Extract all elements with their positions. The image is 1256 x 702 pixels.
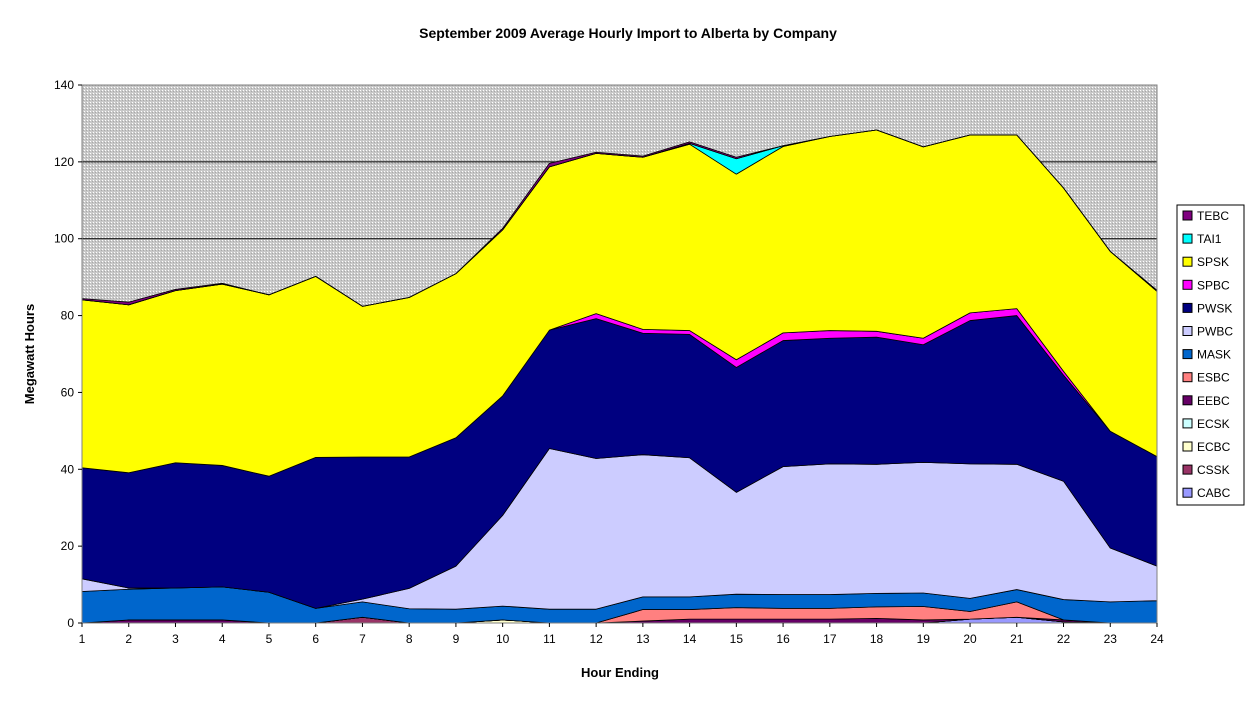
x-tick-label: 17 (823, 632, 837, 646)
legend-label-tebc: TEBC (1197, 209, 1229, 223)
legend-label-cabc: CABC (1197, 486, 1231, 500)
x-tick-label: 4 (219, 632, 226, 646)
x-tick-label: 2 (125, 632, 132, 646)
legend-swatch-tai1 (1182, 233, 1193, 244)
legend-label-esbc: ESBC (1197, 371, 1230, 385)
x-axis-label: Hour Ending (581, 665, 659, 680)
chart-title: September 2009 Average Hourly Import to … (419, 25, 837, 41)
x-tick-label: 6 (312, 632, 319, 646)
x-tick-label: 16 (776, 632, 790, 646)
legend-swatch-eebc (1182, 395, 1193, 406)
x-tick-label: 8 (406, 632, 413, 646)
y-axis-ticks: 0 20 40 60 80 100 120 140 (54, 78, 82, 630)
x-tick-label: 22 (1057, 632, 1071, 646)
legend-label-ecsk: ECSK (1197, 417, 1230, 431)
x-tick-label: 13 (636, 632, 650, 646)
legend-swatch-mask (1182, 349, 1193, 360)
legend-label-eebc: EEBC (1197, 394, 1230, 408)
x-tick-label: 5 (266, 632, 273, 646)
y-tick-label: 40 (61, 462, 75, 476)
legend-label-pwsk: PWSK (1197, 301, 1232, 315)
y-axis-label: Megawatt Hours (22, 304, 37, 404)
x-tick-label: 7 (359, 632, 366, 646)
legend-label-ecbc: ECBC (1197, 440, 1231, 454)
x-tick-label: 20 (963, 632, 977, 646)
x-tick-label: 18 (870, 632, 884, 646)
legend-swatch-ecsk (1182, 418, 1193, 429)
legend-label-cssk: CSSK (1197, 463, 1230, 477)
legend-swatch-tebc (1182, 210, 1193, 221)
x-tick-label: 15 (730, 632, 744, 646)
legend-swatch-ecbc (1182, 441, 1193, 452)
legend-label-mask: MASK (1197, 348, 1231, 362)
x-tick-label: 19 (917, 632, 931, 646)
legend-swatch-pwsk (1182, 302, 1193, 313)
y-tick-label: 120 (54, 155, 74, 169)
x-tick-label: 14 (683, 632, 697, 646)
x-tick-label: 10 (496, 632, 510, 646)
legend: TEBC TAI1 SPSK SPBC PWSK PWBC MASK ESBC EEBC ECSK… (1176, 204, 1245, 506)
x-tick-label: 9 (453, 632, 460, 646)
y-tick-label: 140 (54, 78, 74, 92)
legend-swatch-spbc (1182, 279, 1193, 290)
legend-swatch-esbc (1182, 372, 1193, 383)
y-tick-label: 80 (61, 309, 75, 323)
x-tick-label: 23 (1104, 632, 1118, 646)
x-tick-label: 1 (79, 632, 86, 646)
legend-swatch-pwbc (1182, 326, 1193, 336)
x-tick-label: 21 (1010, 632, 1024, 646)
legend-swatch-spsk (1182, 256, 1193, 267)
legend-label-spbc: SPBC (1197, 278, 1230, 292)
y-tick-label: 0 (67, 616, 74, 630)
x-tick-label: 12 (589, 632, 603, 646)
x-tick-label: 24 (1150, 632, 1164, 646)
x-tick-label: 3 (172, 632, 179, 646)
legend-swatch-cabc (1182, 487, 1193, 498)
legend-label-spsk: SPSK (1197, 255, 1229, 269)
y-tick-label: 20 (61, 539, 75, 553)
legend-swatch-cssk (1182, 464, 1193, 475)
legend-label-pwbc: PWBC (1197, 325, 1233, 339)
x-axis-ticks: 1 2 3 4 5 6 7 8 9 10 11 12 13 14 15 16 17 18 19 20 21 22 23 24 (79, 623, 1164, 646)
x-tick-label: 11 (543, 632, 556, 646)
legend-label-tai1: TAI1 (1197, 232, 1222, 246)
y-tick-label: 60 (61, 385, 75, 399)
y-tick-label: 100 (54, 232, 74, 246)
plot-border (81, 84, 1158, 624)
